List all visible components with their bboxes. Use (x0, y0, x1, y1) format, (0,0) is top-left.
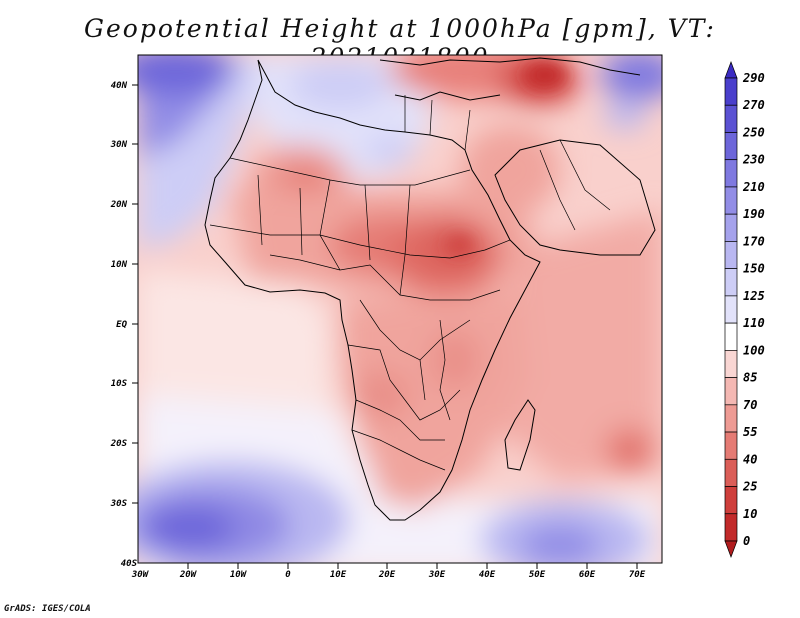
colorbar-cell (724, 458, 738, 487)
lat-label-30s: 30S (110, 499, 128, 509)
colorbar-level-label: 100 (743, 343, 765, 357)
colorbar-level-label: 190 (743, 207, 765, 221)
colorbar-level-label: 270 (742, 98, 765, 112)
lat-label-40n: 40N (111, 81, 128, 91)
colorbar-level-label: 250 (742, 125, 765, 139)
lat-label-40s: 40S (121, 559, 138, 569)
colorbar-cell (724, 77, 738, 106)
colorbar-cell (724, 295, 738, 324)
colorbar-level-label: 85 (743, 371, 757, 385)
lon-label-30e: 30E (428, 570, 446, 580)
borders (209, 95, 611, 471)
colorbar-level-label: 125 (743, 289, 765, 303)
colorbar-level-label: 170 (743, 234, 765, 248)
lon-label-10e: 10E (330, 570, 347, 580)
colorbar-level-label: 150 (743, 262, 765, 276)
lat-label-20s: 20S (110, 439, 128, 449)
colorbar-cell (724, 377, 738, 406)
x-axis: 30W 20W 10W 0 10E 20E 30E 40E 50E 60E 70… (131, 563, 646, 580)
colorbar-level-label: 10 (743, 507, 757, 521)
lon-label-60e: 60E (579, 570, 596, 580)
colorbar-cell (724, 322, 738, 351)
colorbar-cell (724, 404, 738, 433)
lat-label-20n: 20N (110, 200, 128, 210)
colorbar-cap-bottom (724, 540, 738, 558)
lon-label-40e: 40E (479, 570, 496, 580)
lat-label-30n: 30N (110, 140, 128, 150)
lon-label-50e: 50E (529, 570, 546, 580)
lat-label-eq: EQ (116, 320, 127, 330)
colorbar-cell (724, 350, 738, 378)
colorbar-level-label: 70 (743, 398, 757, 412)
height-field (138, 55, 662, 563)
colorbar-level-label: 110 (743, 316, 765, 330)
lon-label-20e: 20E (378, 570, 396, 580)
lon-label-70e: 70E (629, 570, 646, 580)
colorbar-cell (724, 431, 738, 460)
colorbar-level-label: 0 (743, 534, 750, 548)
colorbar-level-label: 40 (743, 452, 757, 466)
lon-label-20w: 20W (179, 570, 198, 580)
colorbar-cell (724, 132, 738, 161)
colorbar-level-label: 55 (743, 425, 757, 439)
lon-label-0: 0 (285, 570, 291, 580)
colorbar-cell (724, 213, 738, 242)
lat-label-10s: 10S (111, 379, 128, 389)
lon-label-10w: 10W (230, 570, 248, 580)
map-frame (137, 54, 663, 564)
colorbar-level-label: 290 (742, 71, 765, 85)
lon-label-30w: 30W (131, 570, 150, 580)
colorbar-cell (724, 186, 738, 215)
colorbar-cell (724, 486, 738, 515)
colorbar-cell (724, 159, 738, 188)
coastlines (204, 57, 656, 521)
colorbar-cell (724, 513, 738, 542)
colorbar-level-label: 25 (742, 480, 757, 494)
colorbar-cell (724, 104, 738, 133)
colorbar-level-label: 230 (742, 153, 765, 167)
colorbar-cap-top (724, 61, 738, 79)
colorbar: 2902702502302101901701501251101008570554… (724, 61, 765, 558)
colorbar-level-label: 210 (742, 180, 765, 194)
colorbar-cell (724, 268, 738, 297)
colorbar-cell (724, 241, 738, 269)
lat-label-10n: 10N (111, 260, 128, 270)
grads-credit: GrADS: IGES/COLA (4, 604, 91, 614)
y-axis: 40N 30N 20N 10N EQ 10S 20S 30S 40S (110, 81, 138, 569)
